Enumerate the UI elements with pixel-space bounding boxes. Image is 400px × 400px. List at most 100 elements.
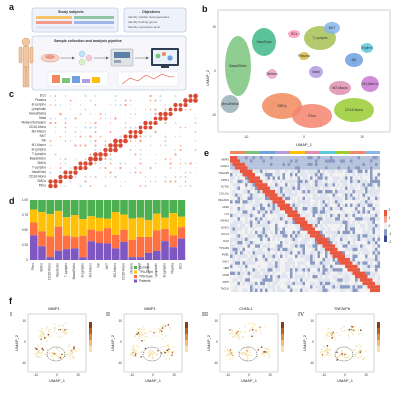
- dotplot-dot: [143, 120, 148, 126]
- heatmap-cell: [232, 217, 236, 221]
- heatmap-cell: [262, 288, 266, 293]
- heatmap-cell: [290, 176, 293, 180]
- heatmap-cell: [330, 220, 333, 225]
- heatmap-cell: [307, 271, 311, 276]
- heatmap-cell: [335, 162, 338, 167]
- objective-3: Identify expression level: [128, 25, 160, 29]
- heatmap-cell: [262, 169, 266, 174]
- heatmap-cell: [252, 244, 256, 248]
- feature-cell: [46, 326, 49, 329]
- heatmap-cell: [322, 207, 326, 211]
- heatmap-cell: [287, 254, 291, 259]
- heatmap-cell: [350, 237, 353, 242]
- heatmap-cell: [230, 162, 233, 167]
- heatmap-cell: [332, 179, 336, 184]
- heatmap-cell: [245, 224, 248, 228]
- heatmap-cell: [277, 261, 281, 265]
- heatmap-cell: [247, 227, 251, 231]
- heatmap-cell: [242, 210, 246, 214]
- heatmap-cell: [232, 264, 236, 269]
- dotplot-dot: [100, 104, 101, 106]
- dotplot-dot: [65, 109, 66, 110]
- heatmap-cell: [295, 237, 298, 242]
- dotplot-dot: [139, 122, 142, 124]
- heatmap-cell: [375, 162, 378, 167]
- heatmap-cell: [255, 162, 258, 167]
- heatmap-cell: [325, 244, 328, 248]
- heatmap-cell: [252, 251, 256, 255]
- heatmap-cell: [347, 173, 351, 177]
- dotplot-dot: [180, 181, 181, 182]
- heatmap-cell: [352, 271, 356, 276]
- heatmap-cell: [295, 210, 298, 214]
- heatmap-cell: [267, 207, 271, 211]
- heatmap-cell: [335, 169, 338, 174]
- feature-cell: [161, 327, 164, 329]
- heatmap-cell: [290, 278, 293, 282]
- dotplot-dot: [104, 117, 107, 120]
- feature-scale-cell: [185, 340, 188, 346]
- heatmap-cell: [235, 200, 238, 204]
- heatmap-cell: [277, 213, 281, 218]
- heatmap-cell: [337, 186, 341, 191]
- dotplot-dot: [109, 104, 112, 106]
- dotplot-dot: [120, 109, 121, 110]
- dotplot-dot: [124, 99, 127, 102]
- heatmap-gene-label: KRT14: [221, 178, 230, 182]
- heatmap-cell: [245, 169, 248, 174]
- heatmap-cell: [290, 230, 293, 235]
- heatmap-cell: [250, 251, 253, 255]
- heatmap-cell: [315, 241, 318, 245]
- heatmap-cell: [345, 254, 348, 259]
- heatmap-cell: [315, 288, 318, 293]
- dotplot-dot: [100, 181, 101, 182]
- heatmap-cell: [322, 156, 326, 160]
- dotplot-dot: [100, 122, 101, 124]
- heatmap-cell: [332, 241, 336, 245]
- feature-cell: [41, 335, 44, 338]
- heatmap-cell: [255, 241, 258, 245]
- heatmap-cell: [325, 186, 328, 191]
- heatmap-cell: [272, 207, 276, 211]
- heatmap-cell: [350, 227, 353, 231]
- heatmap-cell: [240, 258, 243, 262]
- heatmap-cell: [287, 247, 291, 252]
- heatmap-cell: [357, 156, 361, 160]
- heatmap-cell: [322, 275, 326, 279]
- heatmap-cell: [295, 281, 298, 286]
- panel-label-e: e: [204, 148, 210, 158]
- heatmap-cell: [342, 179, 346, 184]
- feature-cell: [171, 354, 173, 357]
- heatmap-cell: [325, 210, 328, 214]
- feature-cell: [65, 322, 67, 324]
- heatmap-cell: [362, 193, 366, 197]
- dotplot-dot: [114, 94, 117, 98]
- heatmap-cell: [330, 193, 333, 197]
- dotplot-dot: [145, 172, 146, 173]
- heatmap-gene-label: MMP1: [222, 157, 230, 161]
- heatmap-cell: [297, 186, 301, 191]
- feature-scale-cell: [377, 334, 380, 340]
- feature-cell: [41, 347, 44, 350]
- heatmap-cell: [297, 166, 301, 170]
- heatmap-cell: [272, 162, 276, 167]
- heatmap-cell: [252, 213, 256, 218]
- dotplot-row-label: Lymphatic: [32, 107, 47, 111]
- dotplot-dot: [169, 180, 172, 183]
- dotplot-dot: [124, 113, 127, 115]
- heatmap-cell: [247, 234, 251, 238]
- heatmap-cluster-cell: [282, 151, 285, 154]
- dotplot-dot: [54, 95, 57, 97]
- feature-cell: [321, 350, 324, 352]
- heatmap-cell: [370, 210, 373, 214]
- heatmap-cell: [362, 275, 366, 279]
- heatmap-cell: [315, 251, 318, 255]
- heatmap-cell: [285, 203, 288, 208]
- heatmap-cell: [330, 210, 333, 214]
- dotplot-dot: [125, 176, 126, 178]
- heatmap-cell: [360, 217, 363, 221]
- heatmap-cell: [260, 190, 263, 194]
- heatmap-cell: [280, 213, 283, 218]
- heatmap-cell: [252, 169, 256, 174]
